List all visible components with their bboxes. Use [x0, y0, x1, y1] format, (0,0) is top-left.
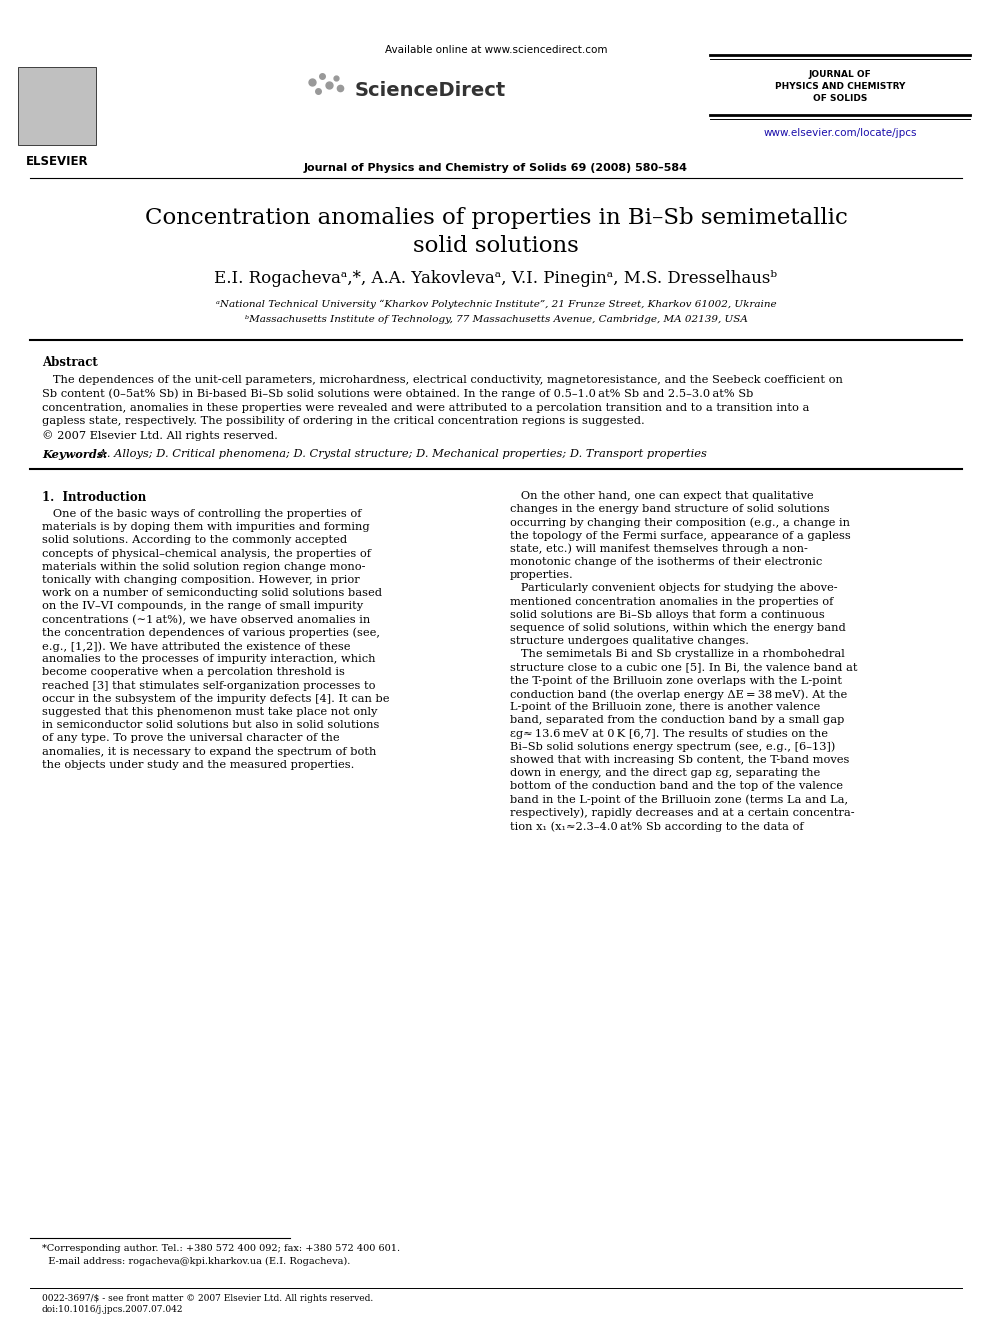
Text: materials is by doping them with impurities and forming: materials is by doping them with impurit…: [42, 523, 370, 532]
Text: Concentration anomalies of properties in Bi–Sb semimetallic: Concentration anomalies of properties in…: [145, 206, 847, 229]
Text: band, separated from the conduction band by a small gap: band, separated from the conduction band…: [510, 716, 844, 725]
Text: bottom of the conduction band and the top of the valence: bottom of the conduction band and the to…: [510, 782, 843, 791]
Text: One of the basic ways of controlling the properties of: One of the basic ways of controlling the…: [42, 509, 361, 519]
Text: properties.: properties.: [510, 570, 573, 581]
Text: of any type. To prove the universal character of the: of any type. To prove the universal char…: [42, 733, 339, 744]
Text: doi:10.1016/j.jpcs.2007.07.042: doi:10.1016/j.jpcs.2007.07.042: [42, 1304, 184, 1314]
Text: suggested that this phenomenon must take place not only: suggested that this phenomenon must take…: [42, 706, 377, 717]
Text: tonically with changing composition. However, in prior: tonically with changing composition. How…: [42, 576, 360, 585]
Text: © 2007 Elsevier Ltd. All rights reserved.: © 2007 Elsevier Ltd. All rights reserved…: [42, 430, 278, 441]
Text: state, etc.) will manifest themselves through a non-: state, etc.) will manifest themselves th…: [510, 544, 807, 554]
Text: structure undergoes qualitative changes.: structure undergoes qualitative changes.: [510, 636, 749, 646]
Text: Journal of Physics and Chemistry of Solids 69 (2008) 580–584: Journal of Physics and Chemistry of Soli…: [304, 163, 688, 173]
Text: conduction band (the overlap energy ΔE = 38 meV). At the: conduction band (the overlap energy ΔE =…: [510, 689, 847, 700]
Text: OF SOLIDS: OF SOLIDS: [812, 94, 867, 103]
Text: monotonic change of the isotherms of their electronic: monotonic change of the isotherms of the…: [510, 557, 822, 568]
Text: solid solutions are Bi–Sb alloys that form a continuous: solid solutions are Bi–Sb alloys that fo…: [510, 610, 824, 619]
Text: on the IV–VI compounds, in the range of small impurity: on the IV–VI compounds, in the range of …: [42, 602, 363, 611]
Text: changes in the energy band structure of solid solutions: changes in the energy band structure of …: [510, 504, 829, 515]
Text: Particularly convenient objects for studying the above-: Particularly convenient objects for stud…: [510, 583, 837, 594]
Text: showed that with increasing Sb content, the T-band moves: showed that with increasing Sb content, …: [510, 755, 849, 765]
Text: occurring by changing their composition (e.g., a change in: occurring by changing their composition …: [510, 517, 850, 528]
Text: ᵃNational Technical University “Kharkov Polytechnic Institute”, 21 Frunze Street: ᵃNational Technical University “Kharkov …: [215, 300, 777, 310]
Text: concepts of physical–chemical analysis, the properties of: concepts of physical–chemical analysis, …: [42, 549, 371, 558]
Text: Bi–Sb solid solutions energy spectrum (see, e.g., [6–13]): Bi–Sb solid solutions energy spectrum (s…: [510, 742, 835, 753]
Text: solid solutions. According to the commonly accepted: solid solutions. According to the common…: [42, 536, 347, 545]
Text: gapless state, respectively. The possibility of ordering in the critical concent: gapless state, respectively. The possibi…: [42, 417, 645, 426]
Text: tion x₁ (x₁≈2.3–4.0 at% Sb according to the data of: tion x₁ (x₁≈2.3–4.0 at% Sb according to …: [510, 822, 804, 832]
Text: www.elsevier.com/locate/jpcs: www.elsevier.com/locate/jpcs: [763, 128, 917, 138]
Text: Keywords:: Keywords:: [42, 448, 107, 460]
Text: down in energy, and the direct gap εg, separating the: down in energy, and the direct gap εg, s…: [510, 769, 820, 778]
Text: On the other hand, one can expect that qualitative: On the other hand, one can expect that q…: [510, 491, 813, 501]
Text: the topology of the Fermi surface, appearance of a gapless: the topology of the Fermi surface, appea…: [510, 531, 851, 541]
Text: L-point of the Brilluoin zone, there is another valence: L-point of the Brilluoin zone, there is …: [510, 703, 820, 712]
Text: reached [3] that stimulates self-organization processes to: reached [3] that stimulates self-organiz…: [42, 680, 376, 691]
Bar: [18, 67, 96, 146]
Text: anomalies to the processes of impurity interaction, which: anomalies to the processes of impurity i…: [42, 654, 376, 664]
Text: concentration, anomalies in these properties were revealed and were attributed t: concentration, anomalies in these proper…: [42, 402, 809, 413]
Text: Available online at www.sciencedirect.com: Available online at www.sciencedirect.co…: [385, 45, 607, 56]
Text: in semiconductor solid solutions but also in solid solutions: in semiconductor solid solutions but als…: [42, 720, 379, 730]
Text: ScienceDirect: ScienceDirect: [355, 82, 506, 101]
Text: ᵇMassachusetts Institute of Technology, 77 Massachusetts Avenue, Cambridge, MA 0: ᵇMassachusetts Institute of Technology, …: [245, 315, 747, 324]
Text: The semimetals Bi and Sb crystallize in a rhombohedral: The semimetals Bi and Sb crystallize in …: [510, 650, 845, 659]
Text: E-mail address: rogacheva@kpi.kharkov.ua (E.I. Rogacheva).: E-mail address: rogacheva@kpi.kharkov.ua…: [42, 1257, 350, 1266]
Text: structure close to a cubic one [5]. In Bi, the valence band at: structure close to a cubic one [5]. In B…: [510, 663, 857, 672]
Text: e.g., [1,2]). We have attributed the existence of these: e.g., [1,2]). We have attributed the exi…: [42, 642, 350, 651]
Text: A. Alloys; D. Critical phenomena; D. Crystal structure; D. Mechanical properties: A. Alloys; D. Critical phenomena; D. Cry…: [95, 448, 707, 459]
Text: materials within the solid solution region change mono-: materials within the solid solution regi…: [42, 562, 365, 572]
Text: Abstract: Abstract: [42, 356, 98, 369]
Text: Sb content (0–5at% Sb) in Bi-based Bi–Sb solid solutions were obtained. In the r: Sb content (0–5at% Sb) in Bi-based Bi–Sb…: [42, 389, 753, 400]
Text: ELSEVIER: ELSEVIER: [26, 155, 88, 168]
Text: εg≈ 13.6 meV at 0 K [6,7]. The results of studies on the: εg≈ 13.6 meV at 0 K [6,7]. The results o…: [510, 729, 828, 738]
Text: solid solutions: solid solutions: [413, 235, 579, 257]
Text: 1.  Introduction: 1. Introduction: [42, 491, 146, 504]
Text: band in the L-point of the Brilluoin zone (terms La and La,: band in the L-point of the Brilluoin zon…: [510, 795, 848, 806]
Text: *Corresponding author. Tel.: +380 572 400 092; fax: +380 572 400 601.: *Corresponding author. Tel.: +380 572 40…: [42, 1244, 400, 1253]
Text: concentrations (∼1 at%), we have observed anomalies in: concentrations (∼1 at%), we have observe…: [42, 615, 370, 624]
Text: the concentration dependences of various properties (see,: the concentration dependences of various…: [42, 628, 380, 639]
Text: become cooperative when a percolation threshold is: become cooperative when a percolation th…: [42, 667, 345, 677]
Text: anomalies, it is necessary to expand the spectrum of both: anomalies, it is necessary to expand the…: [42, 746, 376, 757]
Text: respectively), rapidly decreases and at a certain concentra-: respectively), rapidly decreases and at …: [510, 808, 855, 819]
Text: The dependences of the unit-cell parameters, microhardness, electrical conductiv: The dependences of the unit-cell paramet…: [42, 374, 843, 385]
Text: occur in the subsystem of the impurity defects [4]. It can be: occur in the subsystem of the impurity d…: [42, 693, 390, 704]
Text: PHYSICS AND CHEMISTRY: PHYSICS AND CHEMISTRY: [775, 82, 905, 91]
Text: E.I. Rogachevaᵃ,*, A.A. Yakovlevaᵃ, V.I. Pineginᵃ, M.S. Dresselhausᵇ: E.I. Rogachevaᵃ,*, A.A. Yakovlevaᵃ, V.I.…: [214, 270, 778, 287]
Text: work on a number of semiconducting solid solutions based: work on a number of semiconducting solid…: [42, 589, 382, 598]
Text: mentioned concentration anomalies in the properties of: mentioned concentration anomalies in the…: [510, 597, 833, 607]
Text: sequence of solid solutions, within which the energy band: sequence of solid solutions, within whic…: [510, 623, 846, 632]
Text: JOURNAL OF: JOURNAL OF: [808, 70, 871, 79]
Text: the T-point of the Brilluoin zone overlaps with the L-point: the T-point of the Brilluoin zone overla…: [510, 676, 842, 685]
Text: 0022-3697/$ - see front matter © 2007 Elsevier Ltd. All rights reserved.: 0022-3697/$ - see front matter © 2007 El…: [42, 1294, 373, 1303]
Text: the objects under study and the measured properties.: the objects under study and the measured…: [42, 759, 354, 770]
